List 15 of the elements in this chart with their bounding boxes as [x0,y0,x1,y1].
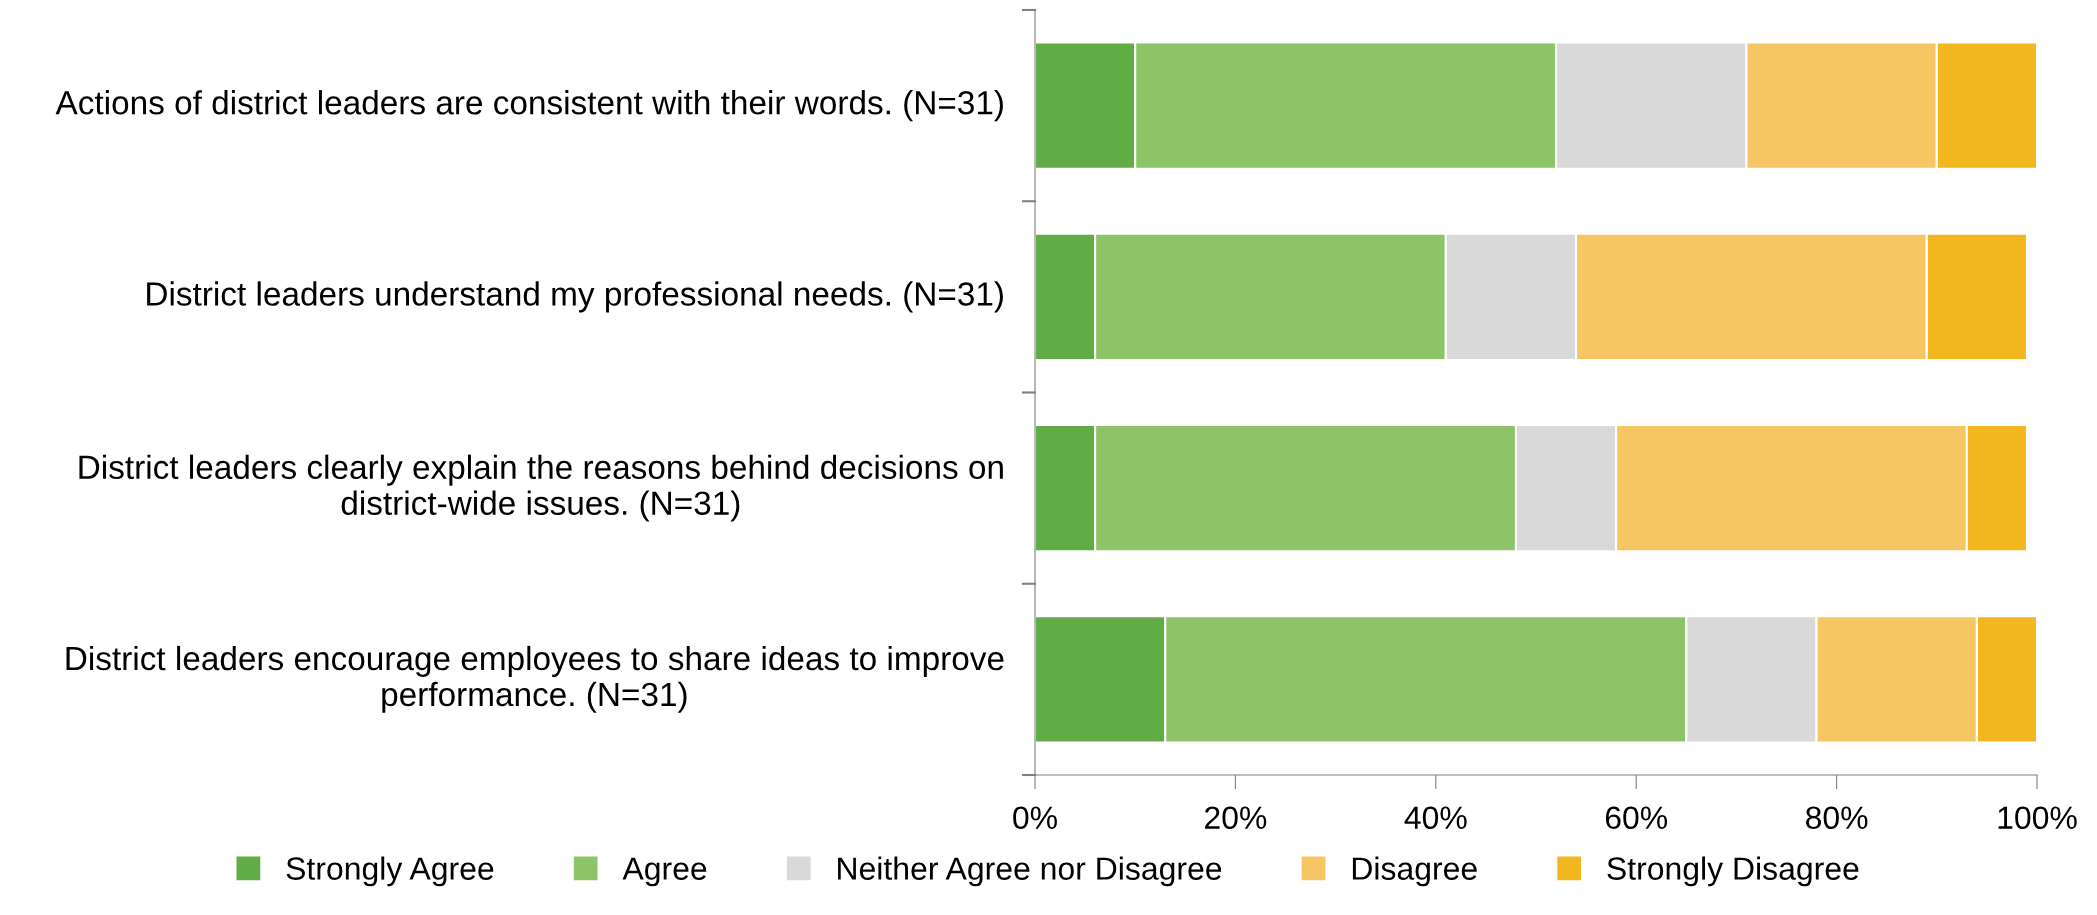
x-tick-label: 100% [1998,806,2077,830]
y-tick-label: District leaders understand my professional needs. (N=31) [147,281,1003,313]
x-tick-label: 40% [1404,806,1467,830]
legend-label: Strongly Disagree [1607,856,1859,887]
x-tick-label: 20% [1205,806,1267,830]
y-tick-label: Actions of district leaders are consistent with their words. (N=31) [55,90,1003,122]
x-tick-label: 0% [1013,806,1057,830]
legend-label: Disagree [1352,856,1477,887]
legend-label: Agree [622,857,707,887]
y-tick-label: District leaders encourage employees to share ideas to improve performance. (N=31) [66,645,1004,713]
legend-label: Neither Agree nor Disagree [838,856,1222,887]
y-tick-label: District leaders clearly explain the reasons behind decisions on district-wide issues. (N=31) [79,454,1003,522]
legend-label: Strongly Agree [286,856,494,887]
x-tick-label: 80% [1806,806,1868,830]
x-tick-label: 60% [1605,806,1668,830]
